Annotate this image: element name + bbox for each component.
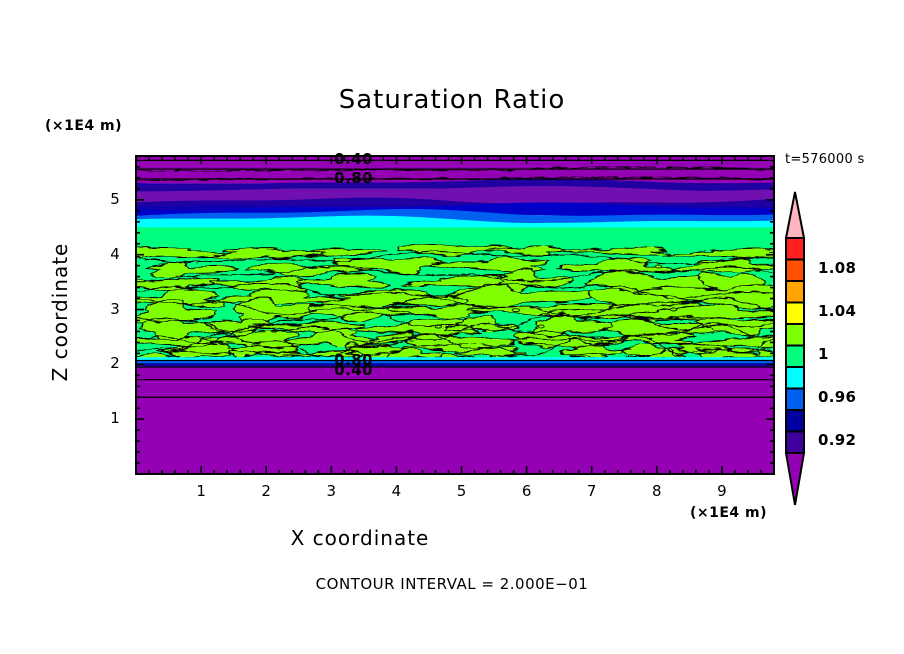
colorbar-tick-label: 0.92 xyxy=(818,431,857,450)
y-tick-label: 5 xyxy=(110,189,120,208)
colorbar-tick-label: 1 xyxy=(818,345,829,364)
x-tick-label: 9 xyxy=(717,482,727,500)
x-tick-label: 2 xyxy=(261,482,271,500)
x-tick-label: 5 xyxy=(456,482,467,500)
colorbar-tick-label: 1.08 xyxy=(818,259,857,278)
scalar-field xyxy=(136,156,774,474)
x-tick-label: 4 xyxy=(391,482,402,500)
contour-label: 0.40 xyxy=(334,361,374,380)
x-axis-title: X coordinate xyxy=(290,526,430,550)
y-tick-label: 3 xyxy=(110,299,120,318)
colorbar xyxy=(784,191,806,506)
y-tick-label: 1 xyxy=(110,409,120,428)
contour-label: 0.80 xyxy=(334,169,374,188)
x-tick-label: 7 xyxy=(586,482,597,500)
contour-label: 0.80 xyxy=(334,350,374,369)
x-tick-label: 6 xyxy=(521,482,532,500)
colorbar-tick-label: 0.96 xyxy=(818,388,857,407)
x-tick-label: 1 xyxy=(196,482,206,500)
plot-frame xyxy=(135,155,775,475)
y-tick-label: 2 xyxy=(110,354,120,373)
x-tick-label: 8 xyxy=(652,482,662,500)
x-axis-unit-label: (×1E4 m) xyxy=(690,505,768,521)
contour-label: 0.40 xyxy=(334,150,374,169)
page-title: Saturation Ratio xyxy=(338,85,566,115)
colorbar-tick-label: 1.04 xyxy=(818,302,857,321)
y-axis-unit-label: (×1E4 m) xyxy=(45,118,123,134)
contour-interval-caption: CONTOUR INTERVAL = 2.000E−01 xyxy=(315,575,589,593)
x-tick-label: 3 xyxy=(326,482,337,500)
timestamp-label: t=576000 s xyxy=(785,152,865,167)
y-tick-label: 4 xyxy=(110,244,120,263)
